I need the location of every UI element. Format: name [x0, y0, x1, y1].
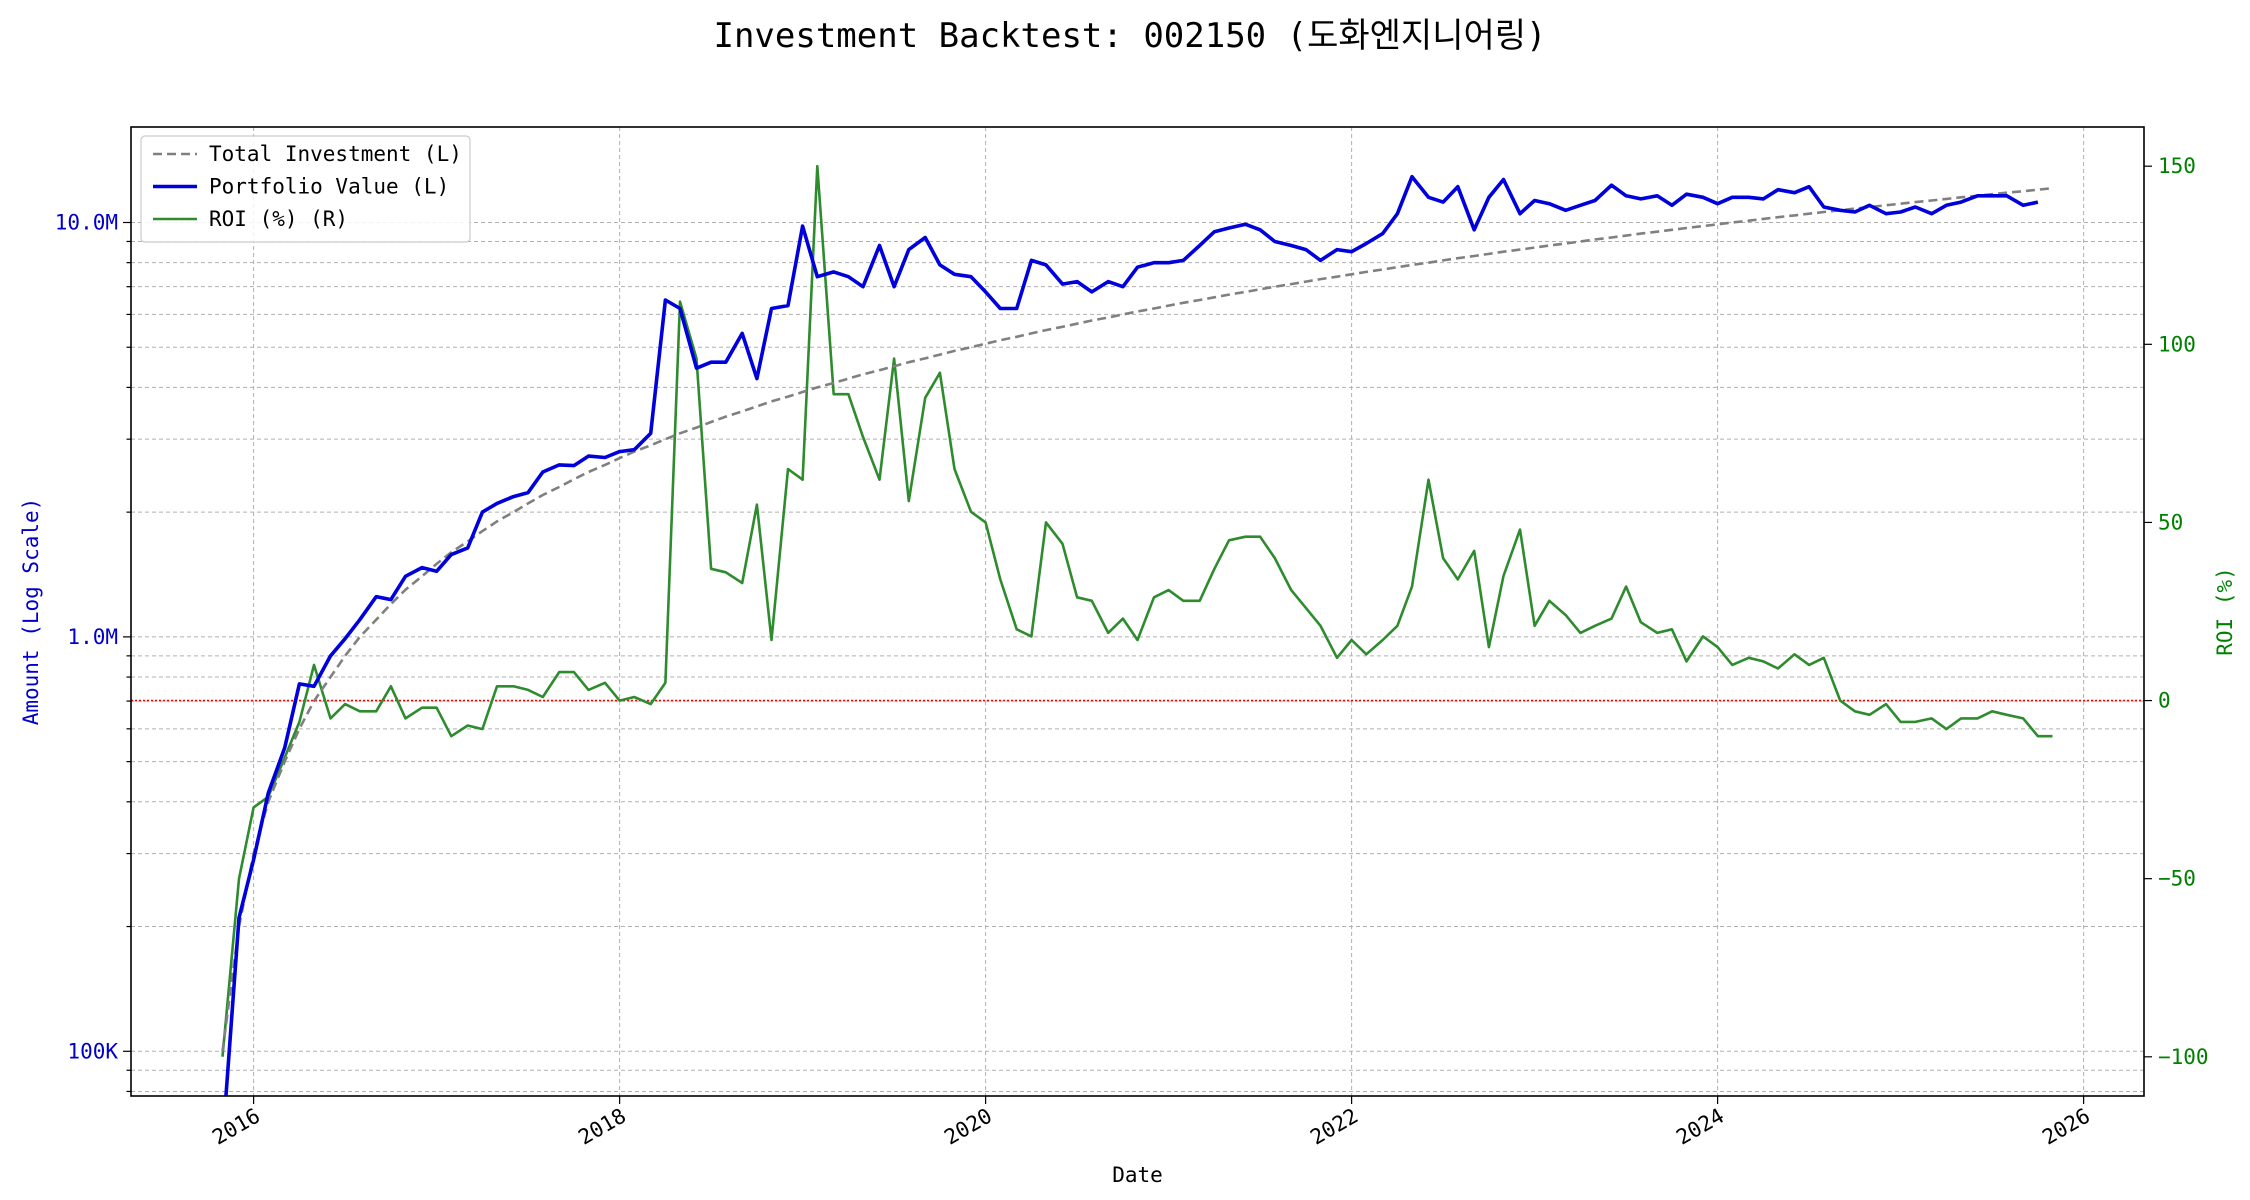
series-line-roi	[221, 164, 2053, 1057]
grid	[131, 127, 2144, 1096]
x-tick-label: 2016	[208, 1104, 264, 1150]
axes: 2016 2018 2020 2022 2024 2026 100K 1.0M 10.0M −10…	[55, 154, 2209, 1149]
y-tick-label-right: 50	[2158, 510, 2183, 534]
x-tick-label: 2020	[940, 1104, 996, 1150]
x-tick-label: 2022	[1306, 1104, 1362, 1150]
legend-label-total: Total Investment (L)	[209, 142, 462, 166]
legend-box	[140, 135, 471, 243]
legend-label-roi: ROI (%) (R)	[209, 207, 348, 231]
y-axis-label-right: ROI (%)	[2213, 567, 2237, 656]
y-axis-label-left: Amount (Log Scale)	[19, 498, 43, 726]
y-tick-label-right: 0	[2158, 689, 2171, 713]
series-line-total	[221, 186, 2053, 1052]
plot-area	[131, 164, 2144, 1096]
x-tick-label: 2026	[2038, 1104, 2094, 1150]
legend-label-portfolio: Portfolio Value (L)	[209, 175, 449, 199]
y-tick-label-left: 100K	[67, 1039, 118, 1063]
y-tick-label-right: 150	[2158, 154, 2196, 178]
y-tick-label-right: 100	[2158, 332, 2196, 356]
plot-frame	[130, 126, 2145, 1097]
x-axis-label: Date	[1112, 1163, 1163, 1187]
y-tick-label-right: −50	[2158, 867, 2196, 891]
y-tick-label-left: 10.0M	[55, 210, 118, 234]
chart-title: Investment Backtest: 002150 (도화엔지니어링)	[713, 16, 1546, 56]
x-tick-label: 2024	[1672, 1104, 1728, 1150]
legend: Total Investment (L) Portfolio Value (L) R…	[140, 135, 471, 243]
y-tick-label-left: 1.0M	[67, 625, 118, 649]
y-tick-label-right: −100	[2158, 1045, 2209, 1069]
x-tick-label: 2018	[574, 1104, 630, 1150]
series-line-portfolio	[224, 174, 2039, 1096]
